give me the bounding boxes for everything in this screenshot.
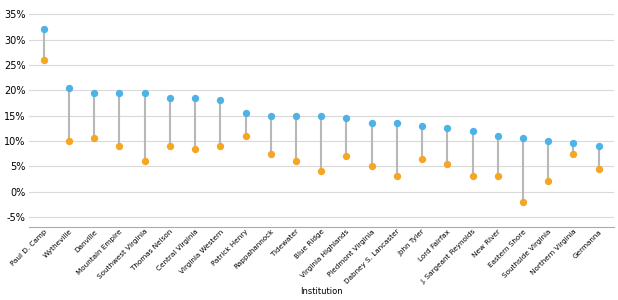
Point (366, 121, 376, 126)
Point (594, 144, 604, 148)
Point (266, 113, 276, 118)
Point (417, 156, 427, 161)
Point (417, 123, 427, 128)
Point (442, 161, 452, 166)
Point (240, 111, 250, 116)
Point (291, 113, 301, 118)
Point (518, 136, 528, 141)
Point (165, 144, 175, 148)
Point (543, 179, 553, 184)
Point (442, 126, 452, 131)
Point (594, 167, 604, 171)
Point (493, 174, 502, 179)
Point (140, 90, 150, 95)
Point (190, 146, 200, 151)
Point (114, 90, 124, 95)
Point (140, 159, 150, 164)
Point (342, 154, 352, 158)
Point (89, 136, 99, 141)
Point (392, 174, 402, 179)
Point (64, 85, 74, 90)
Point (190, 95, 200, 100)
Point (165, 95, 175, 100)
X-axis label: Institution: Institution (300, 287, 342, 296)
Point (569, 151, 578, 156)
Point (468, 128, 478, 133)
Point (291, 159, 301, 164)
Point (64, 139, 74, 143)
Point (240, 134, 250, 138)
Point (468, 174, 478, 179)
Point (392, 121, 402, 126)
Point (89, 90, 99, 95)
Point (493, 134, 502, 138)
Point (114, 144, 124, 148)
Point (569, 141, 578, 146)
Point (518, 199, 528, 204)
Point (316, 113, 326, 118)
Point (215, 98, 225, 103)
Point (342, 116, 352, 121)
Point (366, 164, 376, 169)
Point (266, 151, 276, 156)
Point (39, 58, 49, 62)
Point (316, 169, 326, 174)
Point (543, 139, 553, 143)
Point (215, 144, 225, 148)
Point (39, 27, 49, 32)
